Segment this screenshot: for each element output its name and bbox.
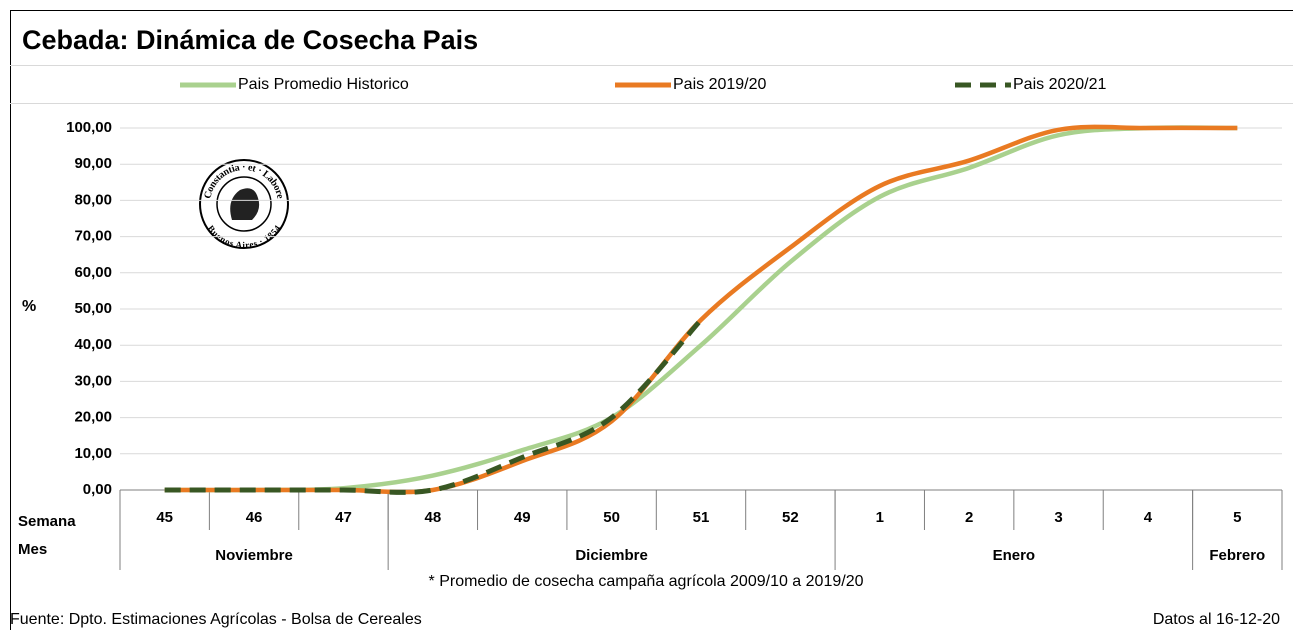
month-label: Enero [993, 547, 1036, 564]
month-label: Diciembre [575, 547, 648, 564]
x-tick-label: 45 [156, 509, 173, 526]
x-tick-label: 48 [425, 509, 442, 526]
frame [10, 10, 1293, 630]
y-tick-label: 50,00 [74, 300, 112, 317]
y-tick-label: 60,00 [74, 264, 112, 281]
month-label: Noviembre [215, 547, 293, 564]
x-tick-label: 49 [514, 509, 531, 526]
y-axis-label: % [22, 298, 36, 315]
y-tick-label: 10,00 [74, 445, 112, 462]
x-tick-label: 51 [693, 509, 710, 526]
legend-label: Pais 2019/20 [673, 76, 767, 93]
x-tick-label: 50 [603, 509, 620, 526]
month-label: Febrero [1209, 547, 1265, 564]
row-label: Semana [18, 513, 76, 530]
legend-label: Pais 2020/21 [1013, 76, 1107, 93]
x-tick-label: 52 [782, 509, 799, 526]
y-tick-label: 40,00 [74, 336, 112, 353]
series-line [164, 124, 1238, 495]
y-tick-label: 80,00 [74, 191, 112, 208]
y-tick-label: 0,00 [83, 481, 112, 498]
y-tick-label: 30,00 [74, 372, 112, 389]
y-tick-label: 90,00 [74, 155, 112, 172]
x-tick-label: 4 [1144, 509, 1153, 526]
x-tick-label: 5 [1233, 509, 1241, 526]
x-tick-label: 47 [335, 509, 352, 526]
chart-title: Cebada: Dinámica de Cosecha Pais [22, 25, 478, 55]
x-tick-label: 46 [246, 509, 263, 526]
source: Fuente: Dpto. Estimaciones Agrícolas - B… [10, 611, 422, 628]
x-tick-label: 1 [876, 509, 884, 526]
logo-figure [230, 188, 260, 220]
series-line [164, 318, 703, 495]
y-tick-label: 100,00 [66, 119, 112, 136]
row-label: Mes [18, 541, 47, 558]
y-tick-label: 70,00 [74, 228, 112, 245]
y-tick-label: 20,00 [74, 409, 112, 426]
footnote: * Promedio de cosecha campaña agrícola 2… [429, 573, 864, 590]
x-tick-label: 3 [1054, 509, 1062, 526]
x-tick-label: 2 [965, 509, 973, 526]
date-note: Datos al 16-12-20 [1153, 611, 1280, 628]
legend-label: Pais Promedio Historico [238, 76, 409, 93]
